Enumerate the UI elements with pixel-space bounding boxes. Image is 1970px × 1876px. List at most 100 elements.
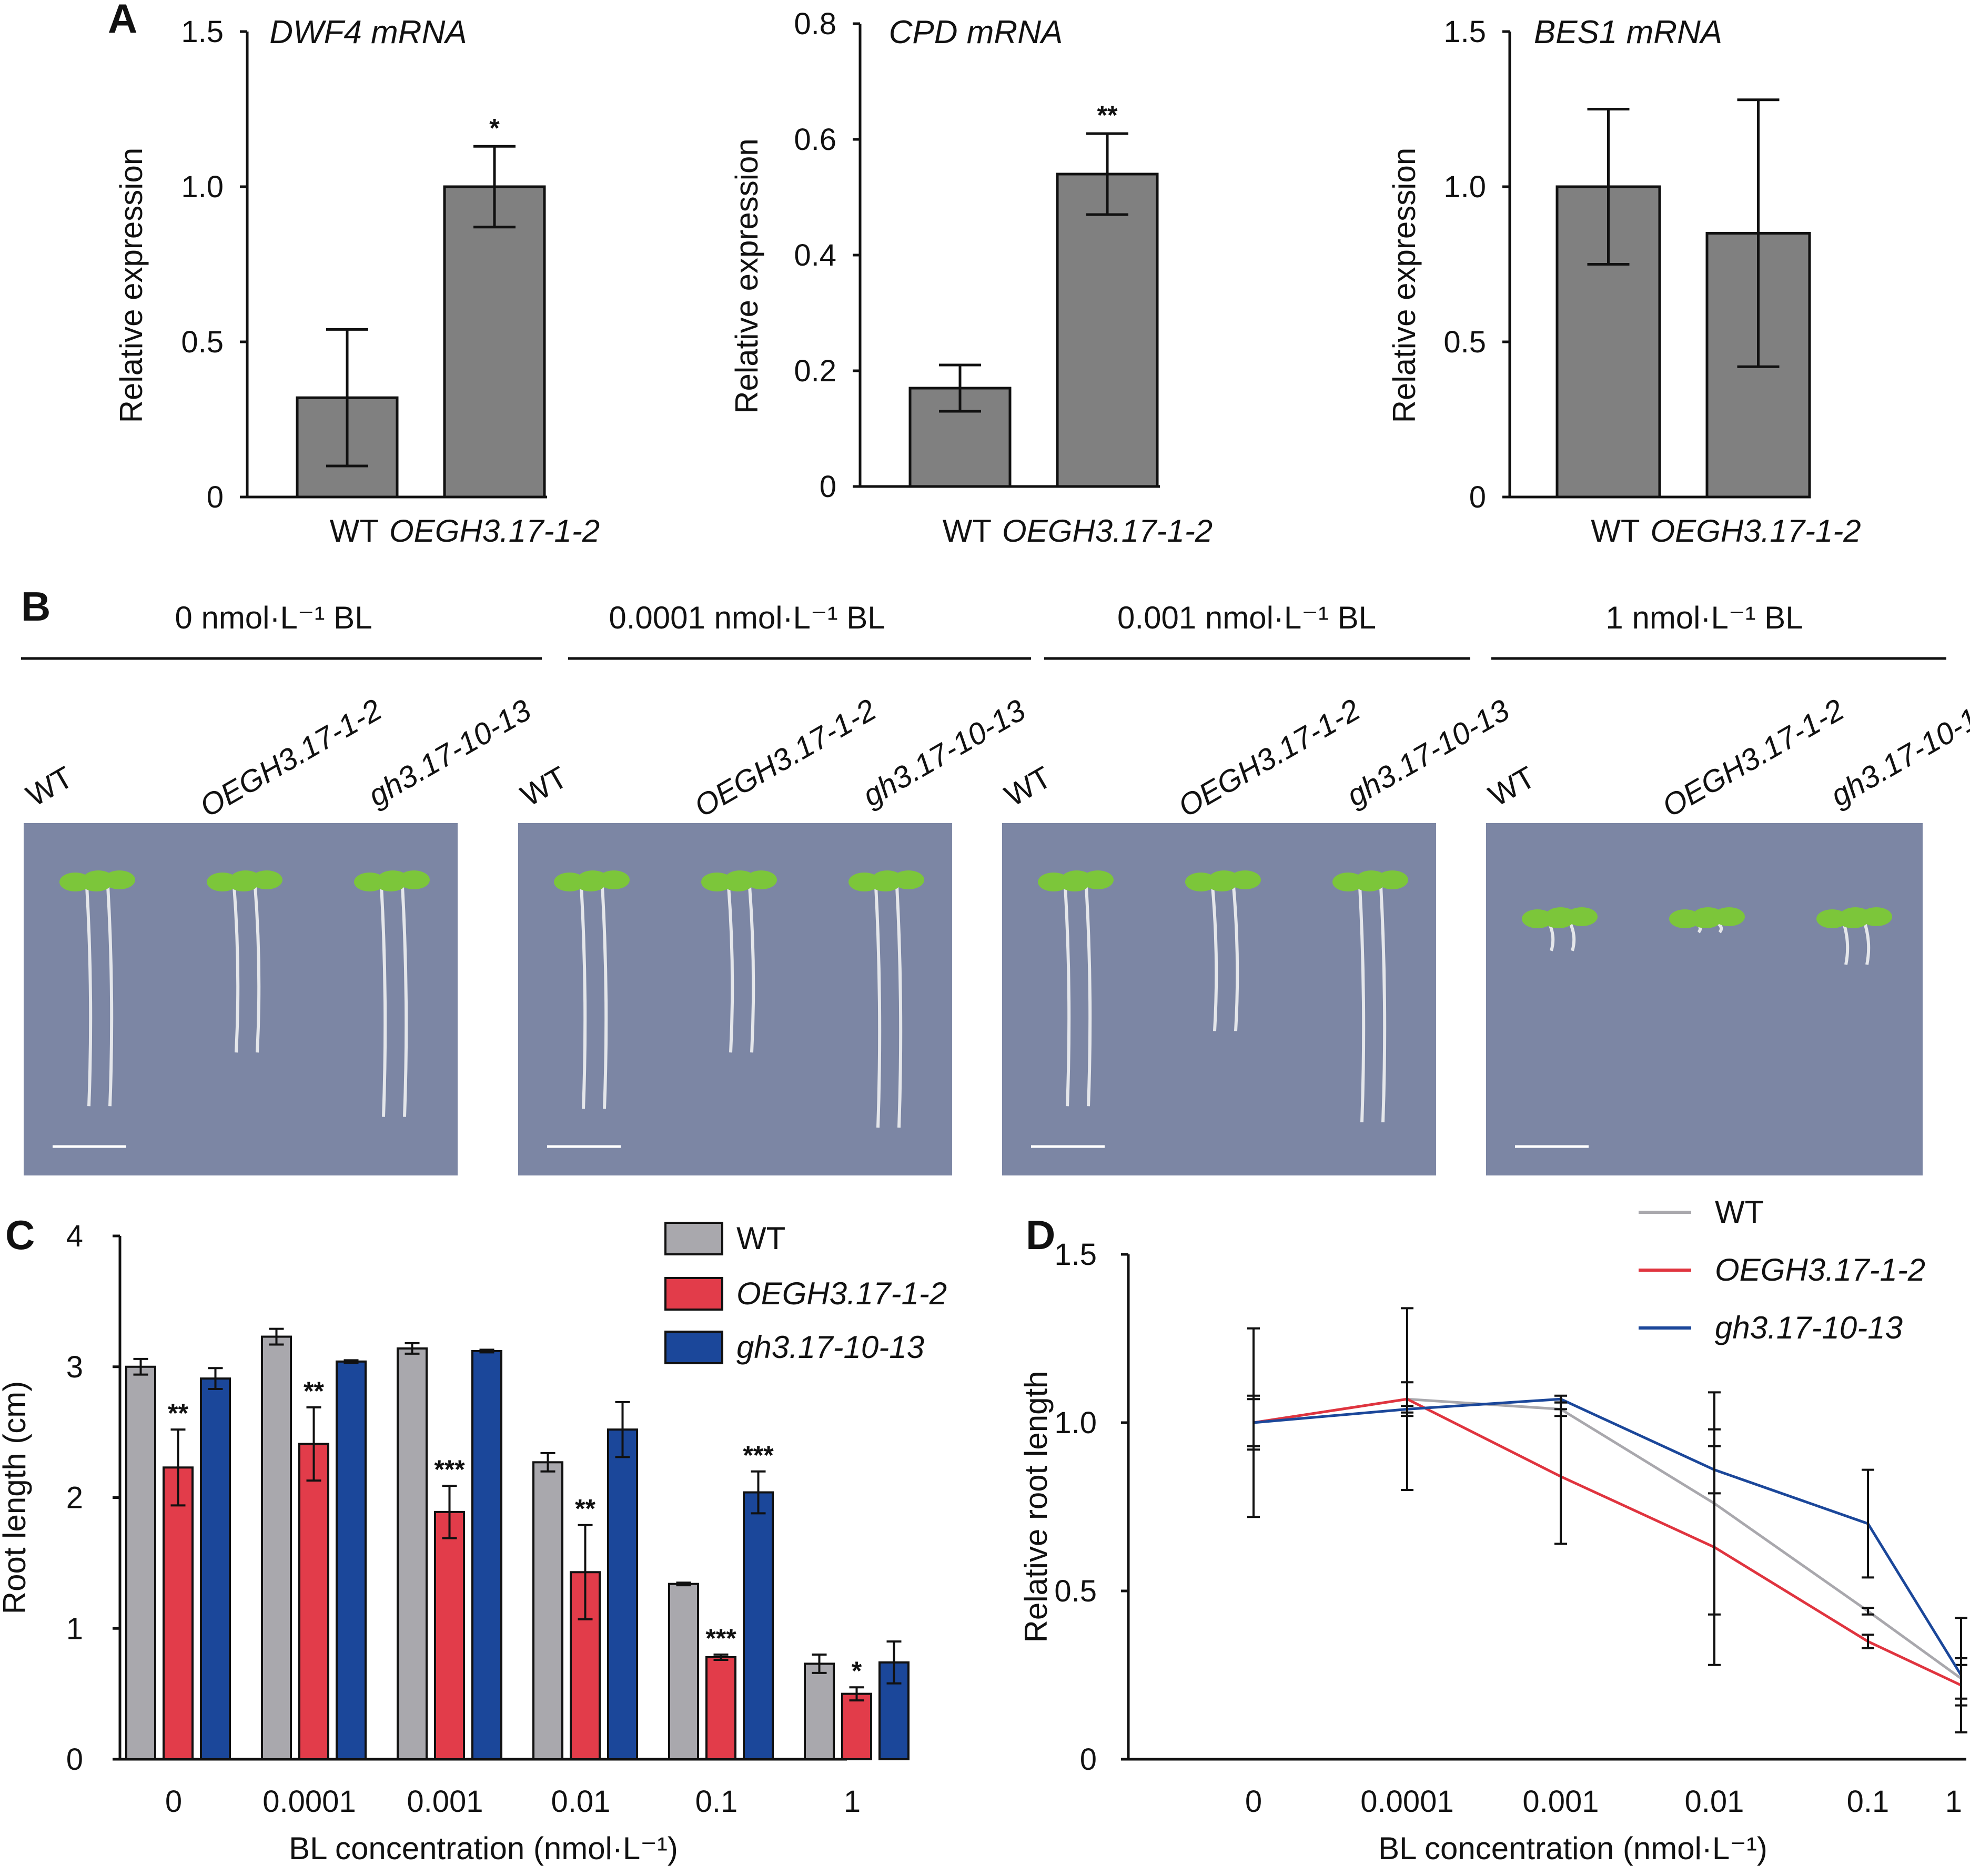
panel-b-treatment4-seedling-leaf xyxy=(1837,909,1869,928)
panel-d-legend-label-1: OEGH3.17-1-2 xyxy=(1715,1252,1925,1287)
panel-b-treatment4-seedling-leaf xyxy=(1543,909,1574,928)
panel-d-ytick-label: 1.5 xyxy=(1054,1238,1097,1272)
panel-d-relative-root-length-chart: 0 0.5 1.0 1.5 Relative root length BL concent… xyxy=(1018,1194,1967,1866)
panel-c-category-label: 1 xyxy=(844,1784,861,1819)
panel-b-treatment2-genotype-label: WT xyxy=(515,760,573,813)
panel-b-treatment2-seedling-leaf xyxy=(870,873,901,891)
panel-b-treatment2-seedling-root xyxy=(727,886,734,1053)
panel-c-ytick-label: 4 xyxy=(66,1219,83,1253)
panel-c-significance: ** xyxy=(575,1494,595,1524)
panel-a-chart2-y-axis-title: Relative expression xyxy=(729,138,764,414)
panel-a-chart1-category-oe: OEGH3.17-1-2 xyxy=(389,513,600,549)
panel-b-treatment4-seedling-root xyxy=(1569,922,1576,951)
panel-c-significance: *** xyxy=(434,1455,465,1484)
panel-c-bar-0 xyxy=(397,1347,428,1761)
panel-c-y-axis-title: Root length (cm) xyxy=(0,1381,32,1615)
panel-b-treatment4-plate-photo xyxy=(1486,823,1923,1175)
panel-b-treatment3-seedling-root xyxy=(1211,886,1218,1031)
panel-b-treatment3-seedling-leaf xyxy=(1206,873,1238,891)
panel-letter-a: A xyxy=(108,0,137,42)
panel-d-series-line-1 xyxy=(1253,1397,1962,1687)
panel-b-treatment2-seedling-root xyxy=(580,886,587,1109)
panel-a-chart1-ytick-label: 0.5 xyxy=(181,325,224,359)
panel-a-chart1-ytick-label: 1.5 xyxy=(181,15,224,49)
panel-b-treatment4-label: 1 nmol·L⁻¹ BL xyxy=(1605,600,1803,635)
panel-a-chart1-y-axis-title: Relative expression xyxy=(114,148,149,423)
panel-b-treatment4-genotype-label: gh3.17-10-13 xyxy=(1825,693,1970,813)
panel-c-root-length-chart: 0 1 2 3 4 Root length (cm) BL concentration (n… xyxy=(0,1219,947,1866)
panel-b-treatment1-label: 0 nmol·L⁻¹ BL xyxy=(175,600,372,635)
panel-b-treatment1-seedling-root xyxy=(254,886,261,1053)
panel-a-chart3-y-axis-title: Relative expression xyxy=(1387,148,1422,423)
panel-d-category-label: 0.01 xyxy=(1685,1784,1744,1819)
panel-a-chart2-ytick-label: 0 xyxy=(820,470,836,504)
panel-b-treatment3-seedling-root xyxy=(1085,886,1092,1107)
panel-b-treatment1-seedling-leaf xyxy=(228,873,259,891)
panel-d-legend-label-0: WT xyxy=(1715,1194,1764,1230)
panel-c-significance: ** xyxy=(168,1398,188,1428)
panel-d-ytick-label: 1.0 xyxy=(1054,1406,1097,1440)
panel-c-category-label: 0.0001 xyxy=(262,1784,356,1819)
panel-d-ytick-label: 0 xyxy=(1080,1742,1097,1777)
panel-d-category-label: 0.1 xyxy=(1847,1784,1890,1819)
panel-b-treatment3-genotype-label: OEGH3.17-1-2 xyxy=(1173,693,1366,824)
panel-d-category-label: 0 xyxy=(1245,1784,1262,1819)
panel-b-treatment4-genotype-label: OEGH3.17-1-2 xyxy=(1656,693,1850,824)
panel-a-bar-charts: 0 0.5 1.0 1.5 Relative expression DWF4 mRNA * W… xyxy=(114,7,1861,549)
panel-a-chart3-category-oe: OEGH3.17-1-2 xyxy=(1651,513,1861,549)
panel-b-treatment4-seedling-leaf xyxy=(1713,907,1745,926)
panel-b-treatment2-seedling-leaf xyxy=(575,873,607,891)
panel-d-series-line-0 xyxy=(1253,1397,1962,1680)
panel-b-treatment3-seedling-leaf xyxy=(1353,873,1385,891)
panel-b-treatment4-seedling-root xyxy=(1842,922,1850,965)
panel-b-treatment1-seedling-leaf xyxy=(398,870,430,889)
panel-a-chart3-ytick-label: 0 xyxy=(1469,480,1486,514)
panel-b-treatment3-seedling-leaf xyxy=(1229,870,1261,889)
panel-c-significance: *** xyxy=(705,1624,736,1653)
panel-c-bar-2 xyxy=(607,1428,638,1760)
panel-a-chart2-gene-title: CPD mRNA xyxy=(889,14,1063,50)
panel-d-ytick-label: 0.5 xyxy=(1054,1574,1097,1608)
panel-a-chart2-significance: ** xyxy=(1097,100,1118,130)
panel-b-treatment2-seedling-root xyxy=(748,886,755,1053)
panel-b-treatment1-seedling-root xyxy=(106,886,114,1107)
panel-d-x-axis-title: BL concentration (nmol·L⁻¹) xyxy=(1378,1831,1767,1866)
panel-letter-c: C xyxy=(5,1212,35,1258)
panel-b-treatment3-seedling-root xyxy=(1358,886,1366,1122)
panel-c-ytick-label: 2 xyxy=(66,1481,83,1515)
panel-b-treatment1-genotype-label: gh3.17-10-13 xyxy=(362,693,537,813)
panel-a-chart2-category-oe: OEGH3.17-1-2 xyxy=(1002,513,1213,549)
panel-a-chart3-gene-title: BES1 mRNA xyxy=(1534,14,1722,50)
panel-b-treatment3-genotype-label: WT xyxy=(999,760,1057,813)
panel-c-bar-0 xyxy=(668,1583,699,1761)
panel-c-ytick-label: 3 xyxy=(66,1350,83,1384)
panel-b-treatment4-seedling-leaf xyxy=(1566,907,1598,926)
panel-c-bar-2 xyxy=(336,1360,367,1761)
panel-c-bar-1 xyxy=(298,1443,329,1760)
panel-a-chart2-ytick-label: 0.6 xyxy=(794,123,836,157)
panel-c-bar-1 xyxy=(841,1692,872,1760)
panel-c-bar-0 xyxy=(804,1662,835,1761)
panel-c-category-label: 0.001 xyxy=(407,1784,483,1819)
panel-c-legend-swatch-1 xyxy=(664,1277,723,1311)
panel-a-chart1-ytick-label: 0 xyxy=(207,480,224,514)
panel-c-category-label: 0 xyxy=(165,1784,182,1819)
panel-a-chart2-category-wt: WT xyxy=(943,513,992,549)
panel-b-treatment3-seedling-leaf xyxy=(1082,870,1114,889)
panel-b-treatment2-seedling-root xyxy=(895,886,903,1128)
panel-b-treatment2-seedling-leaf xyxy=(722,873,754,891)
panel-b-treatment3-seedling-root xyxy=(1232,886,1239,1031)
panel-b-treatment1-seedling-leaf xyxy=(104,870,135,889)
panel-b-treatment3-seedling-leaf xyxy=(1377,870,1408,889)
panel-d-category-label: 1 xyxy=(1945,1784,1962,1819)
panel-d-legend-label-2: gh3.17-10-13 xyxy=(1715,1310,1903,1345)
panel-c-category-label: 0.1 xyxy=(695,1784,738,1819)
panel-b-treatment2-label: 0.0001 nmol·L⁻¹ BL xyxy=(609,600,885,635)
panel-letter-d: D xyxy=(1026,1212,1055,1258)
panel-c-legend-swatch-2 xyxy=(664,1331,723,1364)
panel-c-significance: ** xyxy=(304,1376,324,1406)
panel-a-chart2-ytick-label: 0.2 xyxy=(794,354,836,388)
panel-a-chart1-category-wt: WT xyxy=(330,513,379,549)
panel-d-category-label: 0.0001 xyxy=(1360,1784,1453,1819)
